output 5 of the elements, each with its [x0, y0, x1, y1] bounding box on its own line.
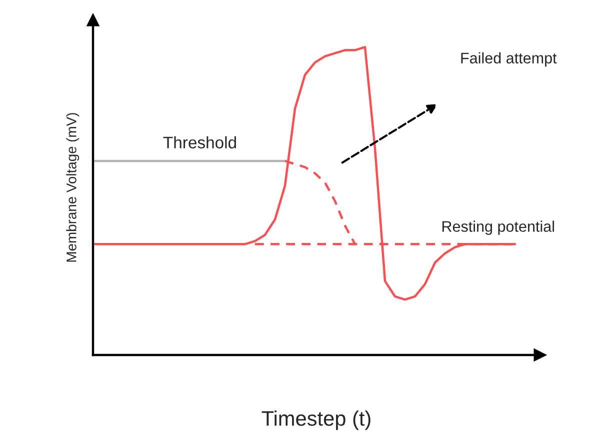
series-label: Resting potential [442, 220, 554, 235]
series-label: Threshold [163, 136, 236, 148]
y-axis-title: Membrane Voltage (mV) [66, 113, 80, 262]
annotation: Failed attempt [461, 52, 557, 67]
x-axis-title: Timestep (t) [262, 410, 370, 430]
